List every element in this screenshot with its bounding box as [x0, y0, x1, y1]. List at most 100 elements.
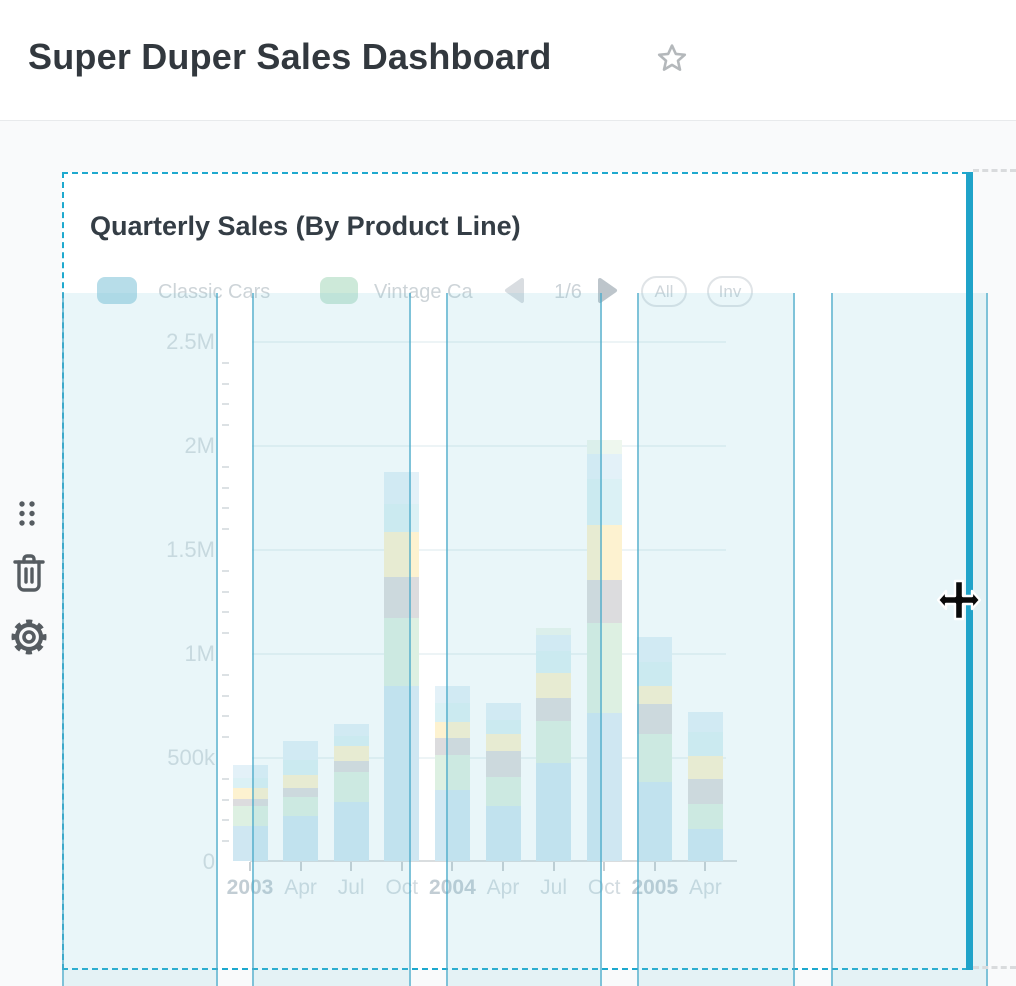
legend-page-indicator: 1/6: [554, 281, 582, 303]
y-axis-minor-tick: [222, 694, 229, 697]
bar-segment-series-5-cyan: [232, 777, 268, 789]
y-axis-label: 2.5M: [166, 329, 215, 354]
bar-segment-vintage-cars: [586, 622, 622, 714]
bar-segment-classic-cars: [232, 825, 268, 861]
x-axis-tick: [552, 862, 555, 871]
legend-select-all-button[interactable]: All: [641, 276, 687, 307]
bar-segment-vintage-cars: [536, 720, 572, 764]
x-axis-tick: [451, 862, 454, 871]
y-axis-label: 2M: [184, 433, 215, 458]
bar-segment-series-5-cyan: [536, 650, 572, 673]
bar-segment-vintage-cars: [687, 803, 723, 829]
bar-segment-series-3-gray: [536, 697, 572, 721]
gear-icon[interactable]: [8, 616, 50, 658]
y-axis-minor-tick: [222, 840, 229, 843]
y-axis-minor-tick: [222, 590, 229, 593]
x-axis-tick: [400, 862, 403, 871]
bar-segment-classic-cars: [687, 828, 723, 861]
bar-segment-series-7-pale-green: [586, 439, 622, 455]
bar-segment-series-6-pale-blue: [283, 741, 319, 761]
bar-segment-vintage-cars: [283, 796, 319, 817]
bar-segment-series-4-cream: [687, 755, 723, 779]
x-axis-label: Apr: [689, 876, 722, 899]
bar-segment-classic-cars: [485, 805, 521, 861]
bar-segment-series-4-cream: [637, 686, 673, 704]
bar-segment-vintage-cars: [232, 805, 268, 826]
legend-prev-page-icon[interactable]: [503, 277, 525, 304]
bar-segment-classic-cars: [637, 781, 673, 861]
legend-swatch-vintage-cars[interactable]: [320, 277, 358, 304]
bar-segment-vintage-cars: [384, 617, 420, 687]
bar-segment-series-4-cream: [232, 788, 268, 799]
x-axis-label: Oct: [587, 876, 621, 899]
bar-segment-classic-cars: [434, 790, 470, 861]
y-axis-label: 0: [202, 849, 215, 874]
x-axis-tick: [299, 862, 302, 871]
y-axis-minor-tick: [222, 361, 229, 364]
bar-segment-series-6-pale-blue: [637, 637, 673, 663]
bar-segment-series-3-gray: [687, 778, 723, 804]
bar-segment-series-5-cyan: [384, 504, 420, 533]
drag-handle-icon[interactable]: [16, 499, 37, 528]
bar-segment-series-6-pale-blue: [536, 635, 572, 651]
bar-segment-vintage-cars: [434, 754, 470, 791]
y-axis-minor-tick: [222, 611, 229, 614]
x-axis-line: [250, 860, 737, 862]
bar-segment-series-5-cyan: [434, 702, 470, 722]
x-axis-label: Jul: [337, 876, 365, 899]
y-axis-minor-tick: [222, 403, 229, 406]
bar-segment-vintage-cars: [333, 771, 369, 802]
y-axis-label: 1.5M: [166, 537, 215, 562]
legend-next-page-icon[interactable]: [597, 277, 619, 304]
bar-segment-classic-cars: [333, 801, 369, 861]
gridline: [252, 341, 726, 343]
x-axis-label: 2005: [631, 876, 679, 899]
ghost-outline-top: [973, 169, 1016, 172]
bar-segment-series-3-gray: [232, 798, 268, 806]
gridline: [252, 549, 726, 551]
favorite-star-icon[interactable]: [655, 42, 689, 75]
x-axis-label: 2003: [226, 876, 274, 899]
bar-segment-series-5-cyan: [637, 662, 673, 687]
x-axis-tick: [603, 862, 606, 871]
bar-segment-series-4-cream: [586, 525, 622, 581]
bar-segment-series-5-cyan: [333, 736, 369, 746]
y-axis-minor-tick: [222, 736, 229, 739]
legend-swatch-classic-cars[interactable]: [97, 277, 137, 304]
bar-segment-classic-cars: [586, 713, 622, 861]
legend-invert-selection-button[interactable]: Inv: [707, 276, 753, 307]
bar-segment-series-3-gray: [485, 750, 521, 777]
y-axis-label: 1M: [184, 641, 215, 666]
trash-icon[interactable]: [11, 552, 47, 594]
bar-segment-classic-cars: [283, 816, 319, 861]
x-axis-tick: [653, 862, 656, 871]
gridline: [252, 445, 726, 447]
legend-label-classic-cars[interactable]: Classic Cars: [158, 281, 271, 303]
bar-segment-classic-cars: [536, 763, 572, 861]
bar-segment-series-4-cream: [536, 672, 572, 698]
y-axis-minor-tick: [222, 569, 229, 572]
bar-segment-series-7-pale-green: [536, 628, 572, 636]
x-axis-tick: [350, 862, 353, 871]
y-axis-minor-tick: [222, 486, 229, 489]
y-axis-minor-tick: [222, 507, 229, 510]
bar-segment-series-6-pale-blue: [687, 712, 723, 733]
y-axis-label: 500k: [167, 745, 215, 770]
y-axis-minor-tick: [222, 819, 229, 822]
bar-segment-series-6-pale-blue: [586, 454, 622, 480]
bar-segment-series-6-pale-blue: [232, 765, 268, 778]
gridline: [252, 653, 726, 655]
card-resize-handle[interactable]: [966, 172, 973, 970]
ghost-outline-bottom: [973, 966, 1016, 969]
bar-segment-series-3-gray: [434, 738, 470, 755]
bar-segment-series-4-cream: [283, 774, 319, 789]
bar-segment-vintage-cars: [637, 734, 673, 782]
x-axis-label: Apr: [486, 876, 520, 899]
bar-segment-series-6-pale-blue: [384, 472, 420, 505]
bar-segment-series-5-cyan: [586, 479, 622, 526]
x-axis-tick: [249, 862, 251, 871]
y-axis-minor-tick: [222, 673, 229, 676]
y-axis-minor-tick: [222, 632, 229, 635]
bar-segment-series-3-gray: [586, 580, 622, 623]
